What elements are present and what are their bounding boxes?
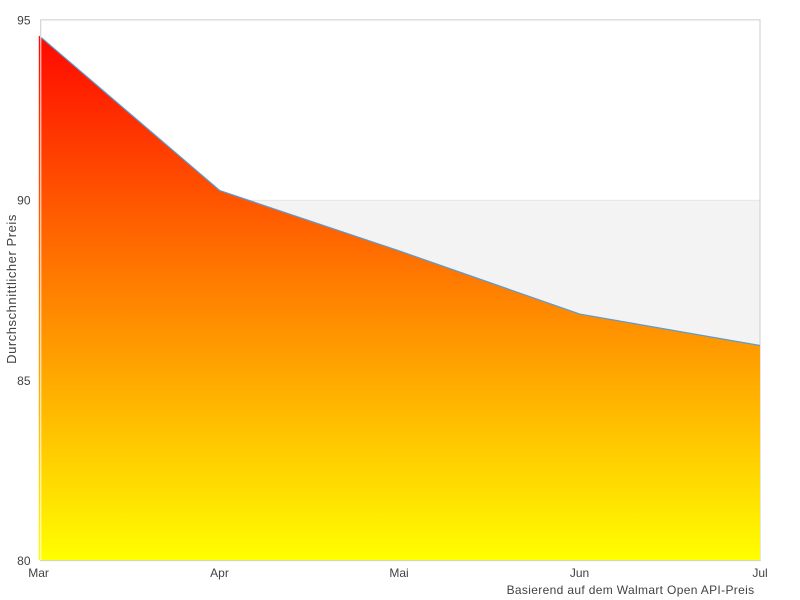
svg-text:90: 90	[17, 194, 31, 208]
svg-text:Jul: Jul	[752, 566, 767, 580]
svg-text:95: 95	[17, 13, 31, 27]
svg-text:Durchschnittlicher Preis: Durchschnittlicher Preis	[4, 214, 19, 364]
svg-text:Jun: Jun	[570, 566, 589, 580]
svg-text:Basierend auf dem Walmart Open: Basierend auf dem Walmart Open API-Preis	[507, 583, 755, 597]
svg-text:Mai: Mai	[389, 566, 408, 580]
svg-text:85: 85	[17, 374, 31, 388]
svg-text:80: 80	[17, 554, 31, 568]
svg-text:Apr: Apr	[210, 566, 229, 580]
svg-text:Mar: Mar	[28, 566, 49, 580]
